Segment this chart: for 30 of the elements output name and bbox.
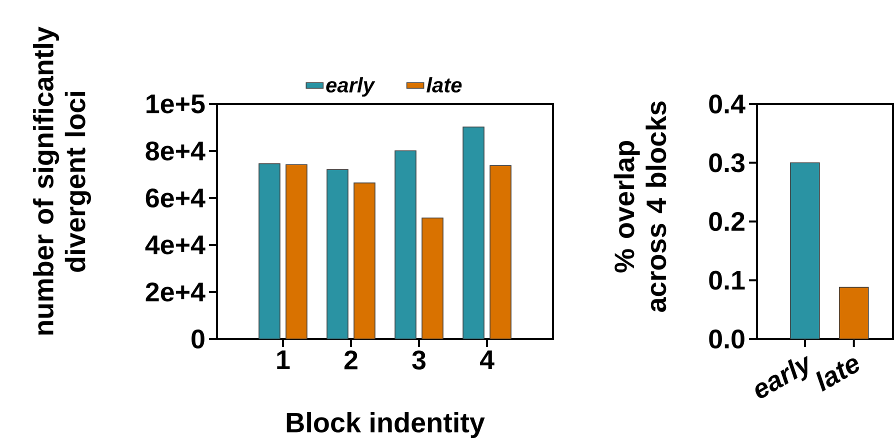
x-tick-label: 3: [412, 350, 426, 370]
bar: [326, 169, 348, 340]
y-tick-label: 2e+4: [146, 282, 206, 302]
y-tick-label: 0: [192, 329, 204, 349]
y-axis-title: number of significantly divergent loci: [33, 26, 91, 335]
y-tick-label: 6e+4: [146, 188, 206, 208]
x-tick-label: 4: [480, 350, 494, 370]
y-tick-label: 0.1: [709, 270, 745, 290]
bar: [422, 218, 444, 340]
bar: [258, 163, 280, 340]
x-tick-label: late: [816, 358, 859, 392]
y-tick-label: 4e+4: [145, 236, 206, 254]
bar: [354, 182, 376, 340]
y-tick-label: 0.0: [709, 329, 744, 349]
y-tick-label: 8e+4: [146, 141, 206, 161]
bar: [286, 164, 308, 340]
bar: [462, 126, 484, 340]
y-tick-label: 0.3: [709, 153, 745, 172]
bar: [394, 150, 416, 340]
x-tick-label: 2: [344, 350, 358, 370]
x-tick-label: early: [755, 356, 808, 398]
y-tick-label: 0.2: [709, 212, 744, 232]
legend-label: late: [426, 77, 462, 93]
x-axis-title: Block indentity: [286, 412, 485, 438]
bar: [490, 165, 512, 340]
y-tick-label: 0.4: [709, 94, 746, 114]
y-axis-title: % overlap across 4 blocks: [614, 101, 666, 312]
y-tick-label: 1e+5: [146, 94, 205, 114]
x-tick-label: 1: [277, 350, 290, 370]
legend-label: early: [326, 77, 376, 97]
